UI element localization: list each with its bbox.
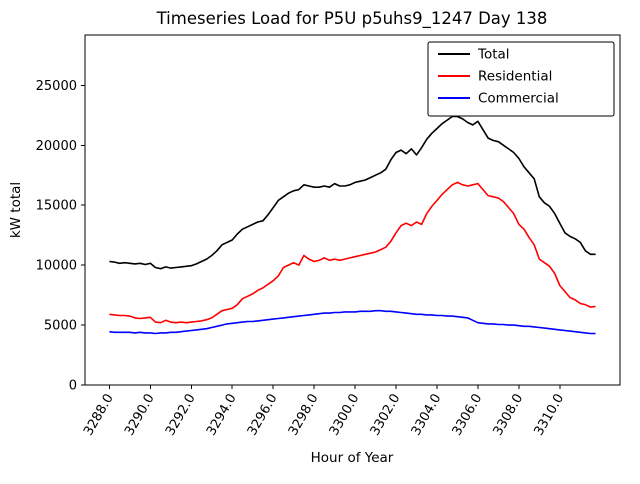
y-tick-label: 0 <box>69 379 77 394</box>
x-tick-label: 3294.0 <box>204 392 240 439</box>
x-tick-label: 3310.0 <box>532 392 568 439</box>
x-axis-ticks: 3288.0 3290.0 3292.0 3294.0 3296.0 3298.0 3300… <box>81 385 567 438</box>
legend: Total Residential Commercial <box>427 41 615 117</box>
x-tick-label: 3288.0 <box>81 392 117 439</box>
series-lines <box>109 115 596 335</box>
series-line-commercial <box>109 309 596 335</box>
chart-title: Timeseries Load for P5U p5uhs9_1247 Day … <box>156 9 548 29</box>
x-tick-label: 3292.0 <box>163 392 199 439</box>
y-axis-label: kW total <box>8 182 24 238</box>
legend-box <box>427 41 615 117</box>
x-tick-label: 3302.0 <box>368 392 404 439</box>
x-tick-label: 3296.0 <box>245 392 281 439</box>
x-tick-label: 3290.0 <box>122 392 158 439</box>
series-line-total <box>109 115 596 270</box>
y-tick-label: 15000 <box>36 199 77 214</box>
y-axis-ticks: 0 5000 10000 15000 20000 25000 <box>36 79 85 394</box>
x-tick-label: 3308.0 <box>491 392 527 439</box>
y-tick-label: 5000 <box>44 319 77 334</box>
x-tick-label: 3306.0 <box>450 392 486 439</box>
x-tick-label: 3298.0 <box>286 392 322 439</box>
x-tick-label: 3300.0 <box>327 392 363 439</box>
series-line-residential <box>109 181 596 324</box>
legend-label-commercial: Commercial <box>478 91 559 107</box>
legend-label-total: Total <box>477 47 510 63</box>
legend-label-residential: Residential <box>478 69 552 85</box>
x-tick-label: 3304.0 <box>409 392 445 439</box>
x-axis-label: Hour of Year <box>311 450 394 466</box>
y-tick-label: 10000 <box>36 259 77 274</box>
y-tick-label: 20000 <box>36 139 77 154</box>
y-tick-label: 25000 <box>36 79 77 94</box>
